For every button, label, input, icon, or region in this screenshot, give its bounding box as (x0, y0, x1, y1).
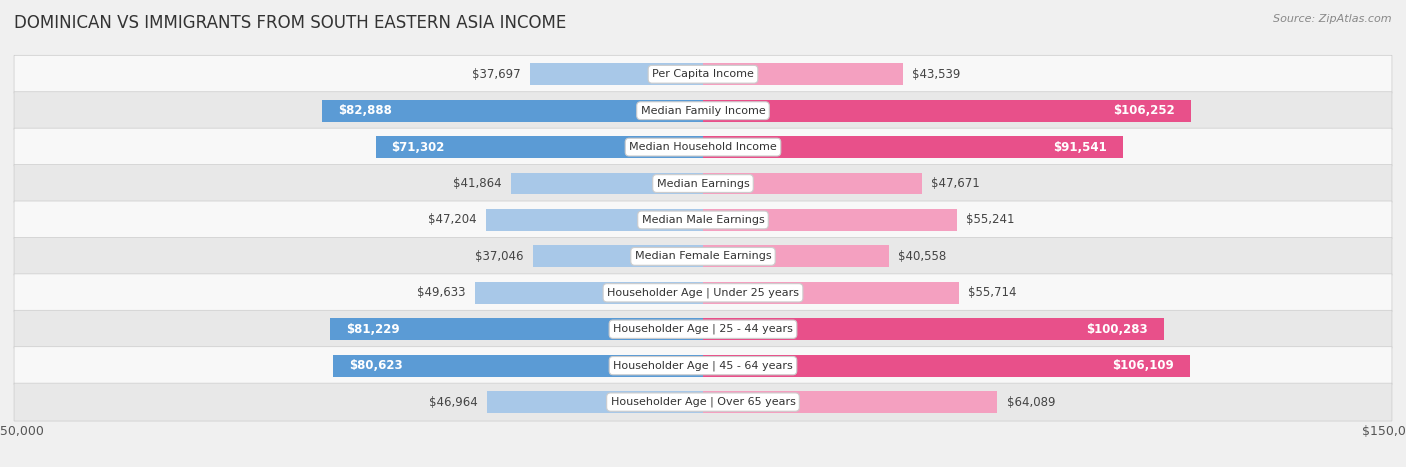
Bar (488, 391, 703, 413)
FancyBboxPatch shape (14, 55, 1392, 93)
FancyBboxPatch shape (14, 128, 1392, 166)
Bar (703, 209, 956, 231)
Bar (703, 391, 997, 413)
Text: Median Female Earnings: Median Female Earnings (634, 251, 772, 262)
Text: $55,714: $55,714 (969, 286, 1017, 299)
Bar (703, 173, 922, 194)
Bar (330, 318, 703, 340)
Text: $47,204: $47,204 (429, 213, 477, 226)
Text: Median Male Earnings: Median Male Earnings (641, 215, 765, 225)
Text: $106,109: $106,109 (1112, 359, 1174, 372)
FancyBboxPatch shape (14, 347, 1392, 385)
Bar (703, 136, 1123, 158)
Bar (703, 282, 959, 304)
Bar (510, 173, 703, 194)
Text: Median Earnings: Median Earnings (657, 178, 749, 189)
Text: $64,089: $64,089 (1007, 396, 1054, 409)
Bar (703, 318, 1164, 340)
Bar (703, 100, 1191, 121)
Bar (703, 246, 889, 267)
FancyBboxPatch shape (14, 92, 1392, 130)
Text: Source: ZipAtlas.com: Source: ZipAtlas.com (1274, 14, 1392, 24)
Bar (322, 100, 703, 121)
Bar (703, 64, 903, 85)
Bar (375, 136, 703, 158)
Text: $40,558: $40,558 (898, 250, 946, 263)
Text: Householder Age | Over 65 years: Householder Age | Over 65 years (610, 397, 796, 407)
Text: $41,864: $41,864 (453, 177, 502, 190)
Text: $80,623: $80,623 (349, 359, 402, 372)
Text: $81,229: $81,229 (346, 323, 399, 336)
Text: $43,539: $43,539 (912, 68, 960, 81)
Bar (486, 209, 703, 231)
Text: $47,671: $47,671 (931, 177, 980, 190)
Bar (475, 282, 703, 304)
Bar (333, 355, 703, 376)
Text: $49,633: $49,633 (418, 286, 465, 299)
Text: Median Family Income: Median Family Income (641, 106, 765, 116)
Text: Householder Age | 25 - 44 years: Householder Age | 25 - 44 years (613, 324, 793, 334)
Bar (703, 355, 1191, 376)
FancyBboxPatch shape (14, 201, 1392, 239)
Text: Median Household Income: Median Household Income (628, 142, 778, 152)
Text: $37,046: $37,046 (475, 250, 523, 263)
Bar (530, 64, 703, 85)
Text: Per Capita Income: Per Capita Income (652, 69, 754, 79)
Text: DOMINICAN VS IMMIGRANTS FROM SOUTH EASTERN ASIA INCOME: DOMINICAN VS IMMIGRANTS FROM SOUTH EASTE… (14, 14, 567, 32)
Bar (533, 246, 703, 267)
FancyBboxPatch shape (14, 274, 1392, 312)
FancyBboxPatch shape (14, 310, 1392, 348)
FancyBboxPatch shape (14, 164, 1392, 203)
Text: $106,252: $106,252 (1114, 104, 1175, 117)
FancyBboxPatch shape (14, 383, 1392, 421)
Text: $37,697: $37,697 (472, 68, 520, 81)
Text: $91,541: $91,541 (1053, 141, 1108, 154)
Text: $71,302: $71,302 (392, 141, 444, 154)
Text: $46,964: $46,964 (429, 396, 478, 409)
Text: $82,888: $82,888 (339, 104, 392, 117)
Text: Householder Age | 45 - 64 years: Householder Age | 45 - 64 years (613, 361, 793, 371)
Text: $55,241: $55,241 (966, 213, 1014, 226)
Text: $100,283: $100,283 (1085, 323, 1147, 336)
Text: Householder Age | Under 25 years: Householder Age | Under 25 years (607, 288, 799, 298)
FancyBboxPatch shape (14, 237, 1392, 276)
